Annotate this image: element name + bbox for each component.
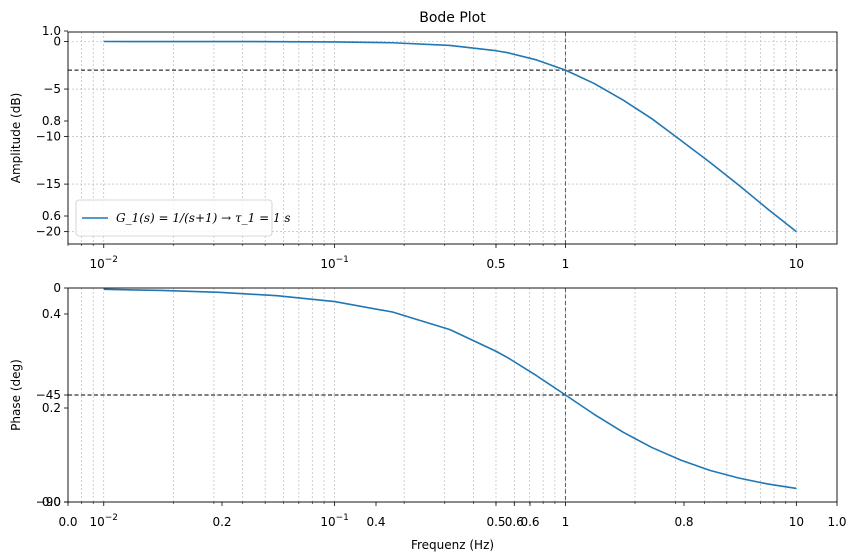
panel2-x-tick-label: 10−1 — [320, 513, 349, 529]
panel1-y-axis-label: Amplitude (dB) — [9, 93, 23, 184]
panel2-y-axis-label: Phase (deg) — [9, 359, 23, 431]
overlay-x-tick-label: 0.0 — [58, 515, 77, 529]
legend-entry: G_1(s) = 1/(s+1) → τ_1 = 1 s — [116, 211, 291, 225]
overlay-x-tick-label: 1.0 — [827, 515, 846, 529]
overlay-x-tick-label: 0.6 — [520, 515, 539, 529]
panel2-y-tick-label: −90 — [36, 495, 61, 509]
panel2-y-tick-label: 0 — [53, 281, 61, 295]
panel2-series-line — [103, 288, 797, 490]
panel1-y-tick-label: 0 — [53, 35, 61, 49]
panel2-y-tick-label: −45 — [36, 388, 61, 402]
overlay-x-tick-label: 0.2 — [212, 515, 231, 529]
panel1-x-tick-label: 1 — [562, 257, 570, 271]
panel2-x-tick-label: 0.6 — [505, 515, 524, 529]
panel1-y-tick-label: −5 — [43, 82, 61, 96]
overlay-x-tick-label: 0.4 — [366, 515, 385, 529]
panel1-y-tick-label: −20 — [36, 225, 61, 239]
panel2-x-tick-label: 0.5 — [486, 515, 505, 529]
overlay-y-tick-label: 0.8 — [42, 114, 61, 128]
overlay-y-tick-label: 0.6 — [42, 209, 61, 223]
panel1-x-tick-label: 10−1 — [320, 255, 349, 271]
panel2-x-tick-label: 1 — [562, 515, 570, 529]
panel1-x-tick-label: 0.5 — [486, 257, 505, 271]
panel1-axes-frame — [67, 31, 838, 245]
legend-box — [75, 199, 273, 237]
panel1-x-tick-label: 10 — [789, 257, 804, 271]
overlay2-y-tick-label: 0.4 — [42, 307, 61, 321]
panel1-chart-title: Bode Plot — [419, 10, 486, 26]
panel1-y-tick-label: −10 — [36, 130, 61, 144]
panel2-x-tick-label: 10−2 — [89, 513, 118, 529]
legend: G_1(s) = 1/(s+1) → τ_1 = 1 s — [75, 199, 291, 237]
panel1-series-line — [103, 40, 797, 233]
overlay2-y-tick-label: 0.0 — [42, 495, 61, 509]
panel1-x-tick-label: 10−2 — [89, 255, 118, 271]
panel2-x-tick-label: 10 — [789, 515, 804, 529]
overlay-x-tick-label: 0.8 — [674, 515, 693, 529]
panel2-x-axis-label: Frequenz (Hz) — [411, 538, 494, 552]
overlay2-y-tick-label: 0.2 — [42, 401, 61, 415]
panel1-y-tick-label: −15 — [36, 177, 61, 191]
overlay-y-tick-label: 1.0 — [42, 24, 61, 38]
